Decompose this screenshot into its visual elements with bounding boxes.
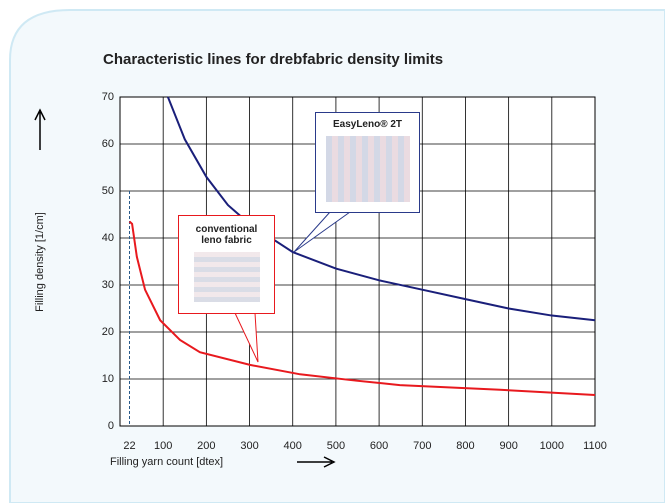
x-tick-label: 400 [284,440,302,452]
fabric-image [325,136,410,202]
y-tick-label: 10 [102,373,114,385]
y-tick-label: 50 [102,185,114,197]
fabric-image [193,252,260,302]
x-arrow [297,456,336,468]
callout-pointer [234,312,259,363]
x-tick-label: 1100 [583,440,607,452]
y-arrow [34,108,46,150]
series-line [128,220,596,396]
x-tick-label: 200 [197,440,215,452]
y-tick-label: 30 [102,279,114,291]
y-tick-label: 40 [102,232,114,244]
callout-box: conventional leno fabric [178,215,275,314]
annotation: conventional leno fabric [195,224,258,246]
y-tick-label: 20 [102,326,114,338]
callout-pointer [293,211,351,253]
annotation: EasyLeno® 2T [332,119,403,130]
x-tick-label: 600 [370,440,388,452]
y-tick-label: 0 [108,420,114,432]
x-tick-label: 1000 [540,440,564,452]
y-axis-label: Filling density [1/cm] [34,212,46,312]
y-tick-label: 60 [102,138,114,150]
x-tick-label: 300 [240,440,258,452]
chart-title: Characteristic lines for drebfabric dens… [103,51,443,68]
x-axis-label: Filling yarn count [dtex] [110,456,223,468]
x-tick-label: 500 [327,440,345,452]
x-tick-label: 700 [413,440,431,452]
series-line [167,96,596,322]
x-tick-label: 900 [499,440,517,452]
y-tick-label: 70 [102,91,114,103]
x-tick-label: 100 [154,440,172,452]
callout-box: EasyLeno® 2T [315,112,420,213]
x-tick-label: 800 [456,440,474,452]
x-tick-label: 22 [123,440,135,452]
